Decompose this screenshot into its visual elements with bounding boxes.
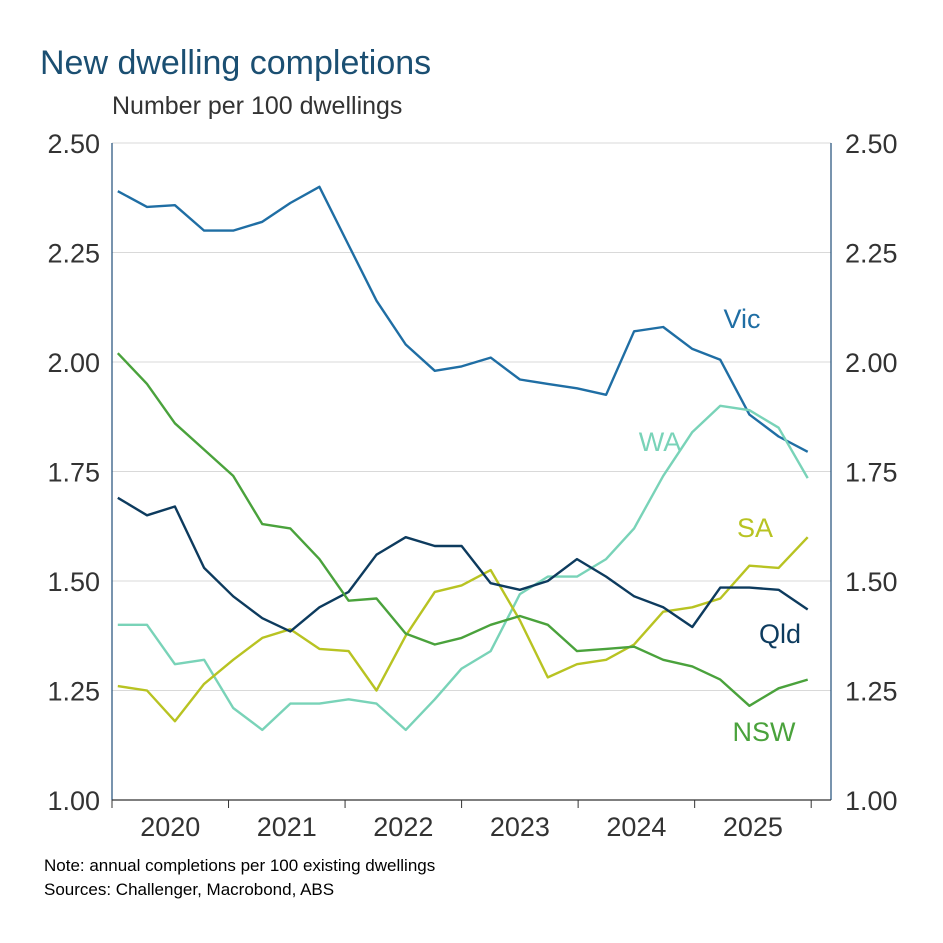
note: Note: annual completions per 100 existin… <box>44 856 435 875</box>
y2-tick-label: 2.50 <box>845 129 898 159</box>
x-tick-label: 2023 <box>490 812 550 842</box>
series-label: Vic <box>723 304 760 334</box>
chart-subtitle: Number per 100 dwellings <box>112 92 402 120</box>
y2-tick-label: 1.25 <box>845 677 898 707</box>
y2-tick-label: 2.25 <box>845 239 898 269</box>
y2-tick-label: 1.00 <box>845 786 898 816</box>
series-label: Qld <box>759 619 801 649</box>
series-label: SA <box>737 513 773 543</box>
x-tick-label: 2025 <box>723 812 783 842</box>
line <box>117 404 809 732</box>
y2-tick-label: 1.50 <box>845 567 898 597</box>
series-label: WA <box>639 427 682 457</box>
y-tick-label: 2.00 <box>47 348 100 378</box>
line <box>117 185 809 453</box>
y-tick-label: 1.25 <box>47 677 100 707</box>
line <box>117 496 809 633</box>
x-tick-label: 2020 <box>140 812 200 842</box>
y-tick-label: 2.50 <box>47 129 100 159</box>
y2-tick-label: 2.00 <box>845 348 898 378</box>
chart-title: New dwelling completions <box>40 44 431 82</box>
y-tick-label: 1.00 <box>47 786 100 816</box>
note: Sources: Challenger, Macrobond, ABS <box>44 880 334 899</box>
y-tick-label: 1.50 <box>47 567 100 597</box>
x-tick-label: 2024 <box>606 812 666 842</box>
line <box>116 352 809 707</box>
y-tick-label: 2.25 <box>47 239 100 269</box>
y2-tick-label: 1.75 <box>845 458 898 488</box>
series-label: NSW <box>733 717 797 747</box>
x-tick-label: 2021 <box>257 812 317 842</box>
x-tick-label: 2022 <box>373 812 433 842</box>
line <box>117 536 809 723</box>
y-tick-label: 1.75 <box>47 458 100 488</box>
